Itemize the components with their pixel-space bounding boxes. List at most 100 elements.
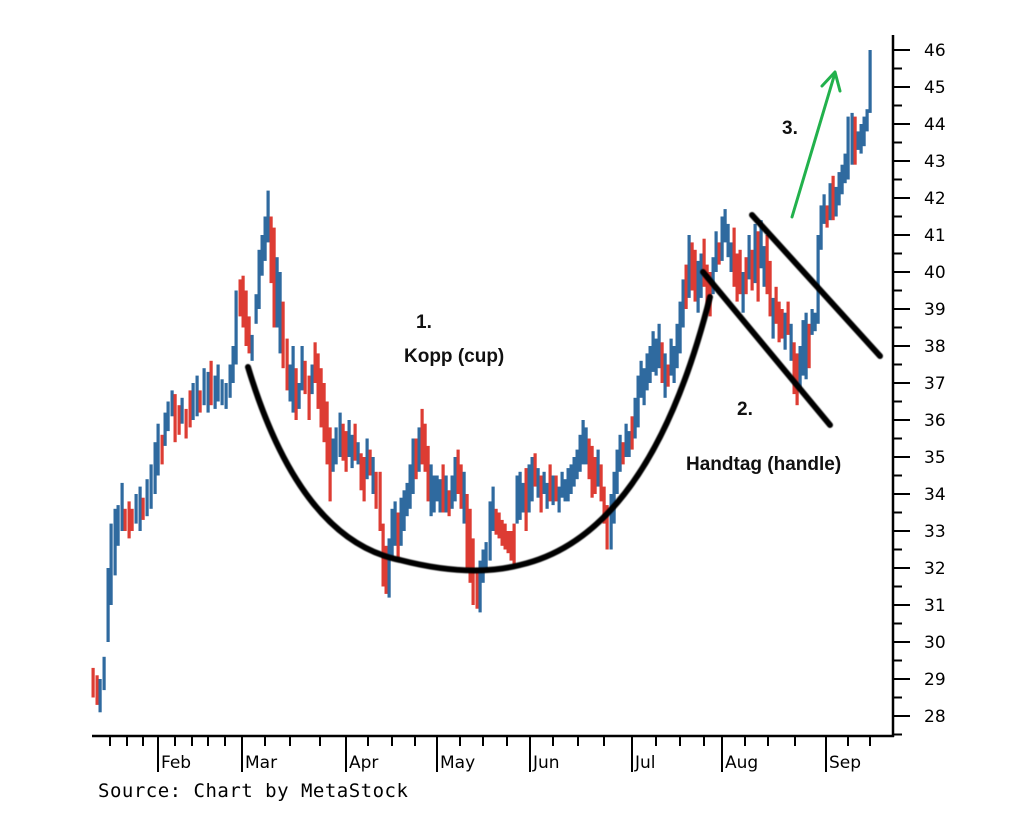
- price-bar: [325, 401, 329, 465]
- price-bar: [717, 242, 721, 265]
- y-tick-label: 31: [924, 596, 946, 616]
- price-bar: [744, 257, 748, 295]
- price-bar: [554, 475, 558, 502]
- price-bar: [521, 482, 525, 513]
- price-bar: [141, 497, 145, 520]
- price-bar: [780, 309, 784, 339]
- price-bar: [615, 449, 619, 494]
- price-bar: [362, 457, 366, 502]
- price-bar: [247, 316, 251, 354]
- price-bar: [572, 457, 576, 487]
- price-bar: [865, 109, 869, 132]
- price-bar: [316, 353, 320, 409]
- price-bar: [109, 523, 113, 605]
- price-bar: [494, 508, 498, 535]
- price-bar: [387, 538, 391, 598]
- price-bar: [762, 246, 766, 287]
- price-bar: [584, 427, 588, 465]
- price-bar: [599, 464, 603, 502]
- price-bar: [322, 383, 326, 443]
- price-bar: [509, 531, 513, 561]
- price-bar: [447, 490, 451, 517]
- x-tick-label: Aug: [725, 753, 758, 773]
- price-bar: [792, 342, 796, 395]
- y-tick-label: 28: [924, 707, 946, 727]
- price-bar: [711, 257, 715, 295]
- price-bar: [177, 405, 181, 435]
- price-bar: [257, 249, 261, 309]
- price-bar: [819, 205, 823, 250]
- price-bar: [127, 501, 131, 539]
- x-tick-label: Jul: [634, 753, 656, 773]
- price-bar: [491, 486, 495, 531]
- price-bar: [850, 112, 854, 165]
- price-bar: [639, 360, 643, 398]
- x-tick-label: May: [440, 753, 475, 773]
- price-bar: [444, 475, 448, 513]
- price-bar: [732, 227, 736, 287]
- price-bar: [735, 253, 739, 302]
- price-bar: [654, 338, 658, 376]
- price-bar: [723, 209, 727, 243]
- price-bar: [116, 505, 120, 546]
- price-bar: [123, 508, 127, 531]
- price-bar: [678, 301, 682, 354]
- price-bar: [663, 353, 667, 398]
- price-bar: [741, 272, 745, 313]
- price-bar: [468, 508, 472, 583]
- price-bar: [160, 434, 164, 465]
- price-bar: [813, 312, 817, 332]
- price-bar: [338, 412, 342, 457]
- y-tick-label: 41: [924, 226, 946, 246]
- price-bar: [130, 508, 134, 531]
- price-bar: [783, 312, 787, 350]
- handle-lower-line: [700, 269, 833, 428]
- y-tick-label: 39: [924, 300, 946, 320]
- price-bar: [557, 486, 561, 513]
- breakout-arrow-shaft: [790, 71, 837, 219]
- price-bar: [402, 490, 406, 531]
- price-bar: [266, 190, 270, 243]
- price-bar: [807, 323, 811, 369]
- price-bar: [578, 434, 582, 472]
- price-bar: [149, 464, 153, 509]
- price-bar: [714, 231, 718, 272]
- price-bar: [675, 323, 679, 369]
- price-bar: [297, 383, 301, 409]
- y-tick-label: 36: [924, 411, 946, 431]
- price-bar: [798, 346, 802, 391]
- price-bar: [648, 346, 652, 383]
- price-bar: [307, 375, 311, 420]
- price-bar: [660, 342, 664, 383]
- price-bar: [801, 320, 805, 376]
- price-bar: [825, 205, 829, 228]
- price-bar: [411, 438, 415, 494]
- price-bar: [450, 475, 454, 509]
- price-bar: [453, 457, 457, 502]
- price-bar: [310, 364, 314, 395]
- price-bar: [120, 482, 124, 531]
- price-bar: [153, 442, 157, 494]
- price-bar: [269, 216, 273, 284]
- price-bar: [843, 153, 847, 184]
- price-bar: [384, 545, 388, 594]
- price-bar: [145, 479, 149, 517]
- price-bar: [244, 290, 248, 346]
- price-bar: [396, 512, 400, 561]
- price-bar: [300, 346, 304, 391]
- price-bar: [720, 216, 724, 261]
- y-tick-label: 42: [924, 189, 946, 209]
- price-bar: [837, 172, 841, 206]
- price-bar: [539, 475, 543, 513]
- price-bar: [612, 471, 616, 524]
- price-bar: [134, 494, 138, 524]
- price-bar: [423, 423, 427, 472]
- price-bar: [438, 479, 442, 513]
- y-tick-label: 35: [924, 448, 946, 468]
- price-bar: [371, 457, 375, 494]
- price-bar: [198, 390, 202, 413]
- price-bar: [180, 397, 184, 424]
- price-bar: [672, 346, 676, 383]
- price-bar: [319, 368, 323, 428]
- price-bar: [862, 116, 866, 147]
